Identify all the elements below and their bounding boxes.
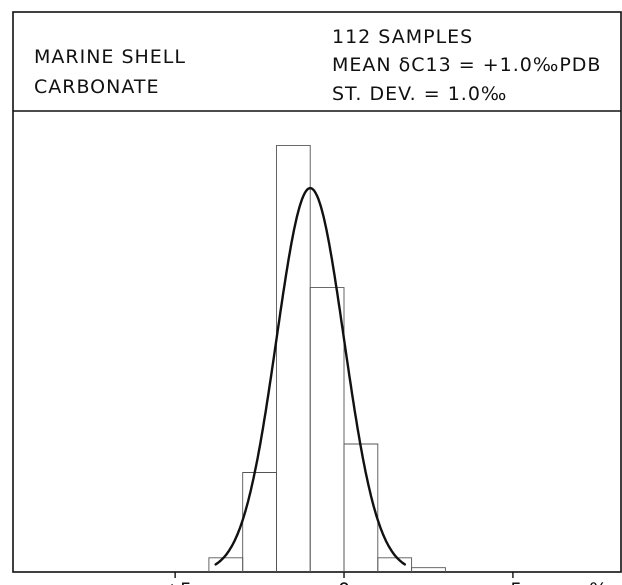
fitted-normal-curve: [214, 186, 406, 566]
x-axis: .+5 0 -5 ‰: [158, 572, 615, 585]
header-title-line1: MARINE SHELL: [34, 46, 186, 68]
header-sample-count: 112 SAMPLES: [332, 26, 473, 48]
x-tick-label-3: -5: [503, 579, 522, 585]
fitted-curve-layer: [214, 186, 406, 566]
histogram-bar-7: [411, 567, 446, 572]
histogram-bar-4: [309, 287, 345, 572]
histogram-bar-2: [242, 472, 277, 572]
histogram-bar-6: [377, 557, 413, 572]
histogram: [208, 144, 446, 572]
header-std-dev: ST. DEV. = 1.0‰: [332, 83, 507, 105]
x-tick-label-2: 0: [338, 579, 350, 585]
x-tick-label-1: .+5: [158, 579, 192, 585]
header-mean: MEAN δC13 = +1.0‰PDB: [332, 54, 601, 76]
histogram-bar-5: [343, 443, 379, 572]
histogram-bar-3: [276, 144, 311, 572]
header-title-line2: CARBONATE: [34, 76, 159, 98]
x-axis-unit-label: ‰: [589, 579, 615, 585]
histogram-bar-1: [208, 557, 244, 572]
figure-frame: [12, 11, 622, 573]
